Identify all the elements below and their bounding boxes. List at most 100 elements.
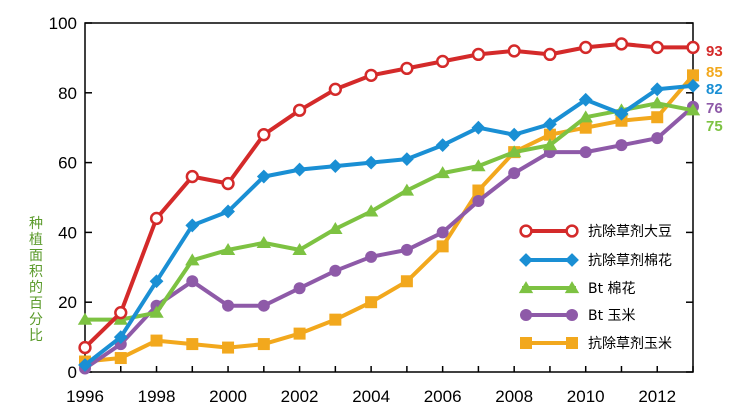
data-point bbox=[292, 242, 307, 255]
series-end-label: 82 bbox=[706, 81, 723, 98]
data-point bbox=[329, 313, 342, 326]
data-point bbox=[328, 159, 343, 173]
y-axis-label-char: 分 bbox=[29, 312, 43, 328]
data-point bbox=[186, 338, 199, 351]
x-tick-label: 2006 bbox=[424, 387, 462, 406]
data-point bbox=[114, 306, 128, 320]
y-axis-label-char: 种 bbox=[29, 216, 43, 232]
data-point bbox=[436, 240, 449, 253]
data-point bbox=[328, 222, 343, 235]
data-point bbox=[113, 330, 128, 344]
series-layer bbox=[77, 37, 701, 375]
data-point bbox=[614, 106, 629, 121]
legend-label: 抗除草剂棉花 bbox=[588, 252, 672, 269]
data-point bbox=[186, 275, 199, 288]
data-point bbox=[651, 132, 664, 145]
legend-marker bbox=[518, 281, 534, 294]
data-point bbox=[651, 111, 664, 124]
series-end-label: 93 bbox=[706, 43, 723, 60]
legend-label: Bt 玉米 bbox=[588, 308, 636, 324]
data-point bbox=[508, 167, 521, 180]
data-point bbox=[221, 176, 235, 191]
data-point bbox=[400, 61, 414, 76]
y-axis-label-char: 的 bbox=[29, 280, 43, 296]
series-1 bbox=[78, 37, 700, 355]
legend-label: Bt 棉花 bbox=[588, 280, 636, 297]
data-point bbox=[400, 275, 413, 288]
legend-marker bbox=[566, 337, 578, 349]
data-point bbox=[399, 152, 414, 167]
x-tick-label: 2012 bbox=[638, 387, 676, 406]
data-point bbox=[687, 69, 699, 82]
y-tick-label: 100 bbox=[49, 14, 77, 33]
data-point bbox=[614, 37, 629, 51]
data-point bbox=[222, 299, 235, 312]
data-point bbox=[222, 341, 235, 354]
data-point bbox=[685, 103, 701, 116]
series-5 bbox=[79, 69, 699, 368]
legend-marker bbox=[519, 224, 533, 238]
data-point bbox=[257, 299, 270, 312]
data-point bbox=[435, 166, 450, 179]
data-point bbox=[650, 96, 665, 109]
data-point bbox=[293, 327, 306, 340]
data-point bbox=[579, 146, 592, 159]
legend-item: Bt 棉花 bbox=[518, 280, 636, 297]
data-point bbox=[399, 183, 415, 196]
data-point bbox=[686, 78, 700, 93]
data-point bbox=[615, 139, 628, 152]
legend-item: 抗除草剂大豆 bbox=[519, 224, 672, 240]
x-tick-label: 2004 bbox=[352, 387, 390, 406]
legend-marker bbox=[520, 309, 532, 321]
data-point bbox=[256, 235, 272, 248]
series-2 bbox=[78, 78, 700, 372]
y-tick-label: 40 bbox=[58, 223, 77, 242]
data-point bbox=[78, 340, 92, 355]
data-point bbox=[471, 159, 486, 172]
data-point bbox=[364, 68, 378, 82]
y-axis-label-char: 植 bbox=[29, 232, 43, 248]
series-end-label: 85 bbox=[706, 64, 723, 81]
data-point bbox=[472, 184, 485, 197]
y-axis-label-char: 积 bbox=[29, 264, 43, 280]
x-tick-label: 2000 bbox=[209, 387, 247, 406]
data-point bbox=[365, 250, 378, 263]
series-line bbox=[83, 41, 693, 350]
data-point bbox=[256, 169, 271, 184]
data-point bbox=[543, 128, 556, 141]
legend-marker bbox=[564, 281, 580, 294]
data-point bbox=[542, 138, 558, 151]
legend-marker bbox=[519, 253, 533, 267]
data-point bbox=[579, 121, 592, 134]
data-point bbox=[114, 352, 127, 365]
data-point bbox=[543, 117, 557, 132]
data-point bbox=[78, 358, 92, 372]
series-end-label: 75 bbox=[706, 118, 723, 135]
data-point bbox=[578, 92, 593, 107]
data-point bbox=[471, 47, 486, 62]
data-point bbox=[472, 194, 485, 207]
x-tick-label: 2008 bbox=[495, 387, 533, 406]
data-point bbox=[77, 312, 93, 325]
data-point bbox=[257, 128, 271, 142]
legend-marker bbox=[520, 337, 532, 349]
data-point bbox=[363, 204, 379, 217]
series-line bbox=[83, 83, 694, 367]
data-point bbox=[221, 204, 235, 219]
x-tick-label: 1998 bbox=[138, 387, 176, 406]
data-point bbox=[149, 305, 164, 318]
data-point bbox=[650, 40, 664, 55]
data-point bbox=[506, 145, 522, 158]
y-tick-label: 0 bbox=[68, 363, 77, 382]
y-tick-label: 80 bbox=[58, 84, 77, 103]
data-point bbox=[615, 114, 628, 127]
legend-item: 抗除草剂棉花 bbox=[519, 252, 672, 269]
data-point bbox=[507, 127, 522, 142]
y-tick-label: 60 bbox=[58, 154, 77, 173]
tick-labels: 0 20 40 60 80 100 1996 1998 2000 2002 2004 2006 2008… bbox=[49, 14, 677, 406]
data-point bbox=[293, 282, 306, 295]
data-point bbox=[292, 162, 307, 177]
